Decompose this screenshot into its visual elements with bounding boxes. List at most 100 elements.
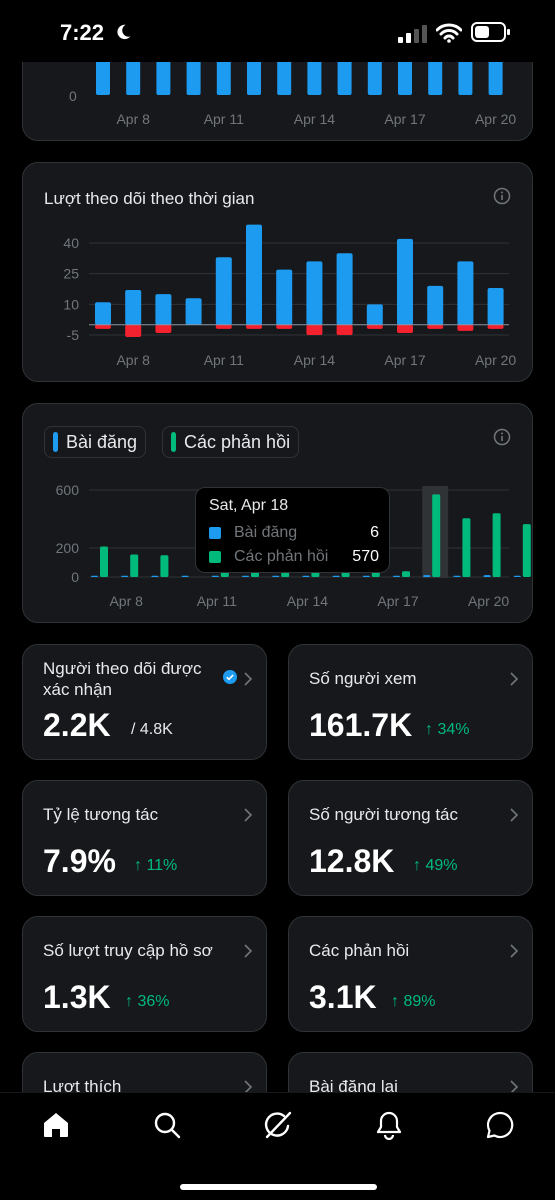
metric-total: / 4.8K (131, 721, 173, 738)
posts-bar-chart[interactable]: 600 200 0 Apr 8 Apr 11 Apr 14 Apr 17 Apr 20 (23, 404, 534, 624)
legend-label: Các phản hồi (184, 431, 291, 452)
metric-value: 12.8K (309, 843, 395, 879)
tooltip-swatch (209, 527, 221, 539)
search-icon[interactable] (152, 1110, 182, 1140)
verified-badge-icon (223, 670, 237, 684)
bar-replies (160, 555, 169, 577)
info-icon[interactable] (493, 187, 511, 205)
metric-engagement-rate[interactable]: Tỷ lệ tương tác 7.9% ↑ 11% (22, 780, 267, 896)
moon-icon (117, 24, 131, 40)
bar-posts (362, 575, 370, 577)
chart-tooltip: Sat, Apr 18 Bài đăng 6 Các phản hồi 570 (195, 487, 390, 573)
y-tick-label: 0 (69, 88, 77, 104)
metric-replies[interactable]: Các phản hồi 3.1K ↑ 89% (288, 916, 533, 1032)
x-tick-label: Apr 8 (116, 111, 150, 127)
metric-label: Số người xem (309, 669, 417, 688)
x-tick-label: Apr 17 (377, 593, 418, 609)
tooltip-value: 6 (370, 524, 379, 541)
bar-posts (181, 575, 189, 577)
bar-lost (427, 324, 444, 329)
bar-gained (336, 253, 353, 325)
bar-lost (336, 324, 353, 335)
chevron-right-icon (244, 1080, 253, 1094)
tooltip-label: Bài đăng (234, 524, 298, 541)
metric-verified-followers[interactable]: Người theo dõi được xác nhận 2.2K / 4.8K (22, 644, 267, 760)
x-tick-label: Apr 11 (204, 111, 244, 127)
tooltip-row-posts: Bài đăng 6 (209, 523, 379, 543)
metric-label: Lượt thích (43, 1077, 122, 1096)
bar-gained (306, 261, 323, 325)
bar-gained (276, 269, 293, 325)
bottom-tab-bar (0, 1092, 555, 1200)
bar-gained (215, 257, 232, 325)
messages-icon[interactable] (485, 1110, 515, 1140)
card-title: Lượt theo dõi theo thời gian (44, 189, 255, 208)
x-tick-label: Apr 20 (468, 593, 509, 609)
grok-icon[interactable] (263, 1110, 293, 1140)
tooltip-row-replies: Các phản hồi 570 (209, 547, 379, 567)
metric-value: 2.2K (43, 707, 111, 743)
metric-label: Người theo dõi được xác nhận (43, 659, 202, 699)
bar-lost (95, 324, 111, 329)
chevron-right-icon (510, 672, 519, 686)
bar-gained (155, 294, 172, 325)
bar-replies (432, 494, 441, 577)
x-tick-label: Apr 14 (287, 593, 328, 609)
wifi-icon (436, 23, 462, 43)
home-icon[interactable] (41, 1110, 71, 1140)
metric-engaged-users[interactable]: Số người tương tác 12.8K ↑ 49% (288, 780, 533, 896)
x-tick-label: Apr 20 (475, 111, 516, 127)
bar-posts (91, 575, 98, 577)
legend-replies[interactable]: Các phản hồi (162, 426, 300, 458)
x-tick-label: Apr 17 (384, 111, 425, 127)
metric-label: Số lượt truy cập hồ sơ (43, 941, 213, 960)
bar-lost (366, 324, 383, 329)
bar-gained (427, 285, 444, 325)
bar-lost (246, 324, 262, 329)
bar-gained (95, 302, 111, 325)
bar-posts (272, 575, 280, 577)
legend-swatch (53, 432, 58, 452)
chevron-right-icon (510, 1080, 519, 1094)
metric-delta: ↑ 36% (125, 993, 170, 1010)
y-tick-label: 40 (63, 235, 79, 251)
info-icon[interactable] (493, 428, 511, 446)
bar-gained (366, 304, 383, 325)
metric-delta: ↑ 89% (391, 993, 436, 1010)
bar-replies (462, 518, 471, 577)
bar-posts (302, 575, 310, 577)
x-tick-label: Apr 8 (116, 352, 150, 368)
legend-posts[interactable]: Bài đăng (44, 426, 147, 458)
bar-posts (513, 575, 521, 577)
x-tick-label: Apr 8 (109, 593, 143, 609)
metric-label: Số người tương tác (309, 805, 459, 824)
metric-value: 161.7K (309, 707, 413, 743)
chevron-right-icon (244, 672, 253, 686)
tooltip-date: Sat, Apr 18 (209, 497, 289, 514)
y-tick-label: 25 (63, 266, 79, 282)
legend-swatch (171, 432, 176, 452)
x-tick-label: Apr 17 (384, 352, 425, 368)
tooltip-swatch (209, 551, 221, 563)
metric-value: 7.9% (43, 843, 116, 879)
metric-delta: ↑ 34% (425, 721, 470, 738)
bar-posts (453, 575, 461, 577)
bar-replies (100, 546, 108, 577)
metric-profile-visits[interactable]: Số lượt truy cập hồ sơ 1.3K ↑ 36% (22, 916, 267, 1032)
bar-gained (185, 298, 202, 325)
notifications-icon[interactable] (374, 1110, 404, 1140)
battery-icon (471, 22, 510, 42)
bar-replies (492, 513, 501, 577)
bar-gained (397, 238, 413, 325)
tooltip-value: 570 (352, 548, 379, 565)
metric-value: 1.3K (43, 979, 111, 1015)
x-tick-label: Apr 11 (197, 593, 237, 609)
y-tick-label: 600 (56, 482, 80, 498)
chevron-right-icon (244, 944, 253, 958)
x-tick-label: Apr 14 (294, 352, 335, 368)
metric-label: Tỷ lệ tương tác (43, 805, 159, 824)
followers-bar-chart: 40 25 10 -5 Apr 8 Apr 11 Apr 14 Apr 17 Apr 20 (63, 224, 516, 368)
bar-lost (306, 324, 323, 335)
bar-lost (276, 324, 293, 329)
metric-viewers[interactable]: Số người xem 161.7K ↑ 34% (288, 644, 533, 760)
